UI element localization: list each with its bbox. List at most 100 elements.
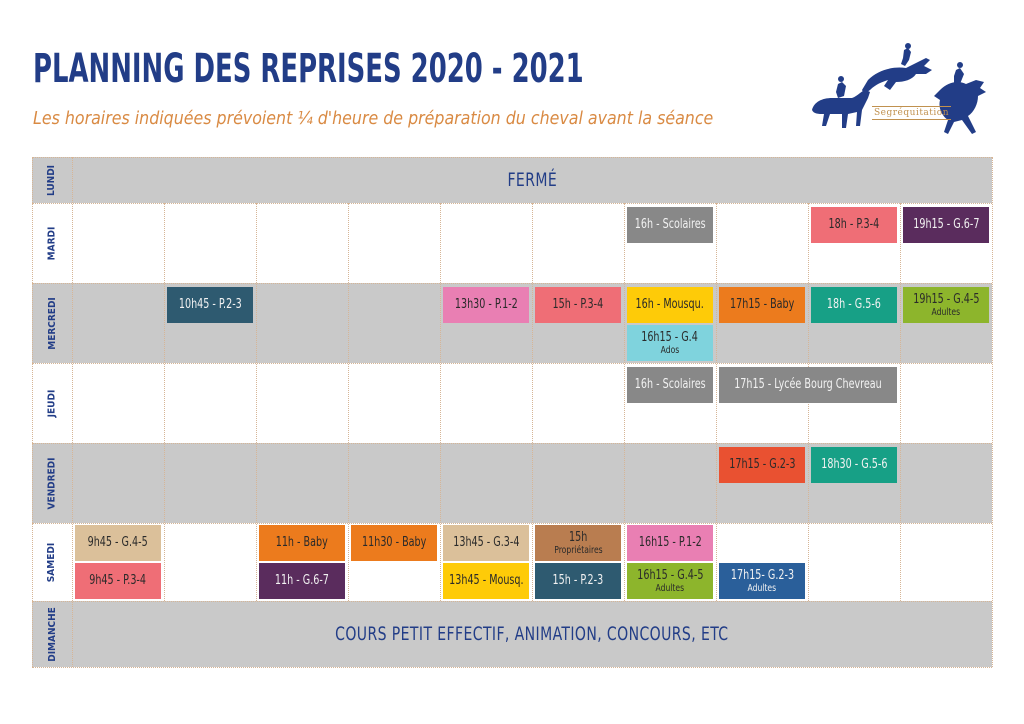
day-label-text: VENDREDI — [46, 456, 58, 510]
jumping-horse-icon — [862, 43, 932, 94]
session-samedi: 16h15 - G.4-5 Adultes — [627, 563, 713, 599]
session-label: 9h45 - G.4-5 — [87, 535, 149, 550]
grid-line — [716, 203, 717, 601]
session-label: 17h15 - Lycée Bourg Chevreau — [734, 377, 882, 392]
session-label: 13h30 - P.1-2 — [454, 297, 518, 312]
session-label: 16h15 - P.1-2 — [638, 535, 702, 550]
session-mercredi: 19h15 - G.4-5 Adultes — [903, 287, 989, 323]
session-label: 18h - G.5-6 — [827, 297, 881, 312]
session-label: 11h - G.6-7 — [275, 573, 329, 588]
session-label: 18h - P.3-4 — [828, 217, 880, 232]
session-samedi: 11h - G.6-7 — [259, 563, 345, 599]
session-samedi: 15h - P.2-3 — [535, 563, 621, 599]
session-mercredi: 15h - P.3-4 — [535, 287, 621, 323]
session-label: 16h15 - G.4-5 — [636, 567, 704, 583]
session-mercredi: 16h15 - G.4 Ados — [627, 325, 713, 361]
day-label-vendredi: VENDREDI — [32, 443, 72, 523]
session-mardi: 16h - Scolaires — [627, 207, 713, 243]
banner-text: FERMÉ — [507, 169, 557, 191]
session-sublabel: Adultes — [931, 306, 961, 318]
session-mardi: 19h15 - G.6-7 — [903, 207, 989, 243]
session-samedi: 13h45 - G.3-4 — [443, 525, 529, 561]
session-sublabel: Propriétaires — [553, 544, 603, 556]
page-subtitle: Les horaires indiquées prévoient ¼ d'heu… — [33, 108, 714, 129]
grid-line — [992, 157, 993, 667]
session-label: 19h15 - G.4-5 — [912, 291, 980, 307]
grid-line — [32, 523, 992, 524]
grid-line — [900, 203, 901, 601]
session-label: 9h45 - P.3-4 — [89, 573, 147, 588]
day-label-mardi: MARDI — [32, 203, 72, 283]
grid-line — [32, 157, 992, 158]
day-label-samedi: SAMEDI — [32, 523, 72, 601]
session-sublabel: Ados — [660, 344, 680, 356]
club-logo — [812, 43, 986, 134]
banner-dimanche: COURS PETIT EFFECTIF, ANIMATION, CONCOUR… — [72, 601, 992, 667]
row-background — [32, 157, 992, 203]
page-title: PLANNING DES REPRISES 2020 - 2021 — [33, 46, 584, 92]
grid-line — [256, 203, 257, 601]
session-mercredi: 13h30 - P.1-2 — [443, 287, 529, 323]
session-mercredi: 16h - Mousqu. — [627, 287, 713, 323]
grid-line — [532, 203, 533, 601]
grid-line — [164, 203, 165, 601]
banner-lundi: FERMÉ — [72, 157, 992, 203]
grid-line — [624, 203, 625, 601]
session-mercredi: 18h - G.5-6 — [811, 287, 897, 323]
session-samedi: 15h Propriétaires — [535, 525, 621, 561]
day-label-lundi: LUNDI — [32, 157, 72, 203]
session-samedi: 13h45 - Mousq. — [443, 563, 529, 599]
session-label: 11h - Baby — [275, 535, 329, 550]
horse-rider-icon — [812, 76, 870, 128]
session-mardi: 18h - P.3-4 — [811, 207, 897, 243]
session-label: 11h30 - Baby — [361, 535, 427, 550]
session-mercredi: 10h45 - P.2-3 — [167, 287, 253, 323]
day-label-text: LUNDI — [46, 164, 58, 196]
rearing-horse-icon — [934, 62, 986, 134]
session-label: 16h15 - G.4 — [641, 329, 699, 345]
session-vendredi: 17h15 - G.2-3 — [719, 447, 805, 483]
day-label-text: MERCREDI — [46, 296, 58, 350]
session-samedi: 16h15 - P.1-2 — [627, 525, 713, 561]
session-jeudi: 16h - Scolaires — [627, 367, 713, 403]
day-label-text: DIMANCHE — [46, 606, 58, 662]
session-label: 15h - P.2-3 — [552, 573, 604, 588]
session-vendredi: 18h30 - G.5-6 — [811, 447, 897, 483]
banner-text: COURS PETIT EFFECTIF, ANIMATION, CONCOUR… — [335, 623, 729, 645]
session-samedi: 9h45 - P.3-4 — [75, 563, 161, 599]
grid-line — [32, 443, 992, 444]
session-label: 17h15- G.2-3 — [730, 567, 794, 583]
grid-line — [72, 157, 73, 667]
day-label-text: SAMEDI — [46, 542, 58, 582]
grid-line — [32, 203, 992, 204]
session-sublabel: Adultes — [655, 582, 685, 594]
grid-line — [32, 157, 33, 667]
session-label: 13h45 - G.3-4 — [452, 535, 520, 550]
session-samedi: 11h30 - Baby — [351, 525, 437, 561]
session-samedi: 9h45 - G.4-5 — [75, 525, 161, 561]
day-label-dimanche: DIMANCHE — [32, 601, 72, 667]
grid-line — [32, 363, 992, 364]
session-mercredi: 17h15 - Baby — [719, 287, 805, 323]
session-label: 15h - P.3-4 — [552, 297, 604, 312]
session-sublabel: Adultes — [747, 582, 777, 594]
session-samedi: 11h - Baby — [259, 525, 345, 561]
grid-line — [348, 203, 349, 601]
session-label: 16h - Scolaires — [634, 377, 706, 392]
grid-line — [32, 601, 992, 602]
grid-line — [32, 283, 992, 284]
session-label: 16h - Scolaires — [634, 217, 706, 232]
session-label: 13h45 - Mousq. — [448, 573, 524, 588]
day-label-jeudi: JEUDI — [32, 363, 72, 443]
row-background — [32, 601, 992, 667]
session-label: 19h15 - G.6-7 — [912, 217, 980, 232]
grid-line — [440, 203, 441, 601]
day-label-text: MARDI — [46, 226, 58, 260]
logo-text: Segréquitation — [872, 106, 952, 120]
session-label: 10h45 - P.2-3 — [178, 297, 242, 312]
session-label: 17h15 - G.2-3 — [728, 457, 796, 472]
session-label: 15h — [568, 529, 588, 545]
session-jeudi: 17h15 - Lycée Bourg Chevreau — [719, 367, 897, 403]
session-samedi: 17h15- G.2-3 Adultes — [719, 563, 805, 599]
session-label: 17h15 - Baby — [729, 297, 795, 312]
